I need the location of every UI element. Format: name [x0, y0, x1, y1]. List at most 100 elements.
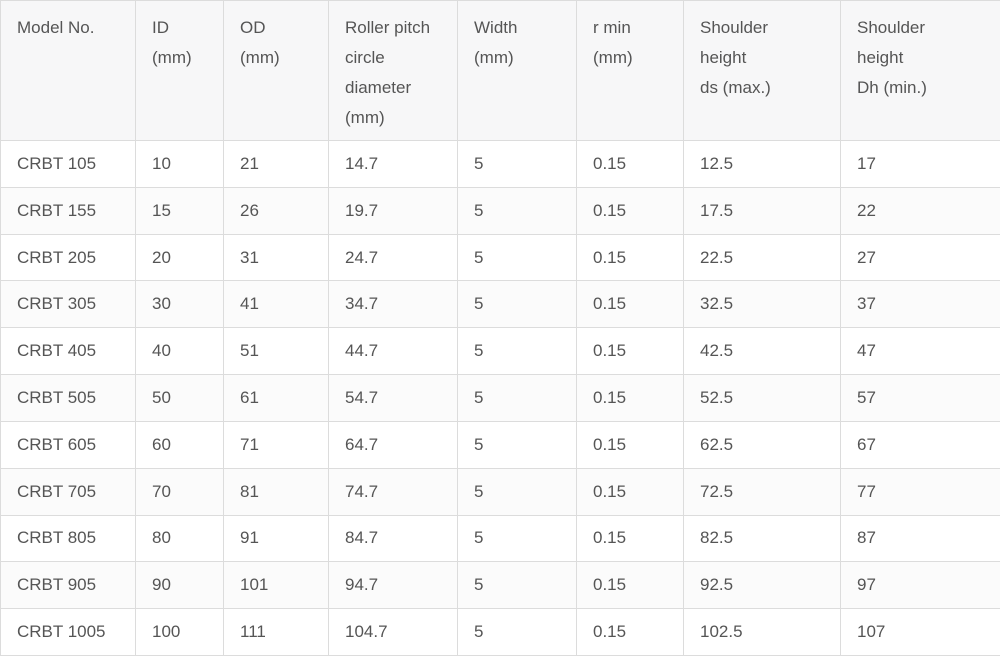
table-cell: 5: [457, 608, 577, 656]
table-cell: CRBT 705: [0, 467, 136, 516]
header-row: Model No. ID (mm) OD (mm) Roller pitch circ…: [0, 0, 1000, 141]
header-cell: Model No.: [0, 0, 136, 141]
table-cell: 0.15: [576, 327, 684, 376]
table-cell: 84.7: [328, 514, 458, 563]
header-cell: Roller pitch circle diameter (mm): [328, 0, 458, 141]
table-cell: 5: [457, 561, 577, 610]
header-cell: Shoulder height ds (max.): [683, 0, 841, 141]
table-cell: 72.5: [683, 467, 841, 516]
table-row: CRBT 705 70 81 74.7 5 0.15 72.5 77: [0, 467, 1000, 516]
table-cell: 101: [223, 561, 329, 610]
table-cell: 30: [135, 280, 224, 329]
table-cell: 22: [840, 186, 1000, 235]
table-cell: 5: [457, 374, 577, 422]
table-cell: 20: [135, 233, 224, 282]
table-cell: 22.5: [683, 233, 841, 282]
table-cell: 97: [840, 561, 1000, 610]
table-cell: 0.15: [576, 280, 684, 329]
table-cell: CRBT 805: [0, 514, 136, 563]
table-cell: 82.5: [683, 514, 841, 563]
table-cell: 71: [223, 420, 329, 469]
table-cell: 52.5: [683, 374, 841, 422]
table-cell: 81: [223, 467, 329, 516]
table-cell: 5: [457, 467, 577, 516]
table-cell: 0.15: [576, 233, 684, 282]
table-cell: 57: [840, 374, 1000, 422]
table-cell: 0.15: [576, 514, 684, 563]
table-cell: 90: [135, 561, 224, 610]
table-cell: 104.7: [328, 608, 458, 656]
table-cell: 26: [223, 186, 329, 235]
table-cell: 0.15: [576, 561, 684, 610]
table-row: CRBT 155 15 26 19.7 5 0.15 17.5 22: [0, 186, 1000, 235]
table-cell: 34.7: [328, 280, 458, 329]
table-cell: 41: [223, 280, 329, 329]
table-cell: 5: [457, 514, 577, 563]
table-cell: CRBT 205: [0, 233, 136, 282]
table-cell: 107: [840, 608, 1000, 656]
table-cell: 92.5: [683, 561, 841, 610]
table-cell: 42.5: [683, 327, 841, 376]
table-cell: 5: [457, 140, 577, 188]
table-cell: 31: [223, 233, 329, 282]
table-cell: 44.7: [328, 327, 458, 376]
table-cell: 0.15: [576, 374, 684, 422]
table-cell: 24.7: [328, 233, 458, 282]
table-cell: 0.15: [576, 186, 684, 235]
table-cell: 0.15: [576, 467, 684, 516]
table-cell: CRBT 605: [0, 420, 136, 469]
table-cell: 77: [840, 467, 1000, 516]
table-cell: 102.5: [683, 608, 841, 656]
table-cell: 5: [457, 327, 577, 376]
table-cell: 32.5: [683, 280, 841, 329]
table-cell: 5: [457, 420, 577, 469]
table-cell: 91: [223, 514, 329, 563]
table-cell: 62.5: [683, 420, 841, 469]
table-cell: 0.15: [576, 608, 684, 656]
table-cell: 21: [223, 140, 329, 188]
table-cell: CRBT 155: [0, 186, 136, 235]
table-row: CRBT 805 80 91 84.7 5 0.15 82.5 87: [0, 514, 1000, 563]
table-row: CRBT 605 60 71 64.7 5 0.15 62.5 67: [0, 420, 1000, 469]
table-cell: 40: [135, 327, 224, 376]
table-cell: CRBT 405: [0, 327, 136, 376]
header-cell: ID (mm): [135, 0, 224, 141]
table-cell: 74.7: [328, 467, 458, 516]
table-cell: 10: [135, 140, 224, 188]
table-cell: CRBT 105: [0, 140, 136, 188]
table-row: CRBT 305 30 41 34.7 5 0.15 32.5 37: [0, 280, 1000, 329]
table-cell: 67: [840, 420, 1000, 469]
table-cell: 17.5: [683, 186, 841, 235]
table-cell: 51: [223, 327, 329, 376]
table-cell: 5: [457, 186, 577, 235]
table-cell: CRBT 1005: [0, 608, 136, 656]
table-cell: 111: [223, 608, 329, 656]
table-cell: CRBT 305: [0, 280, 136, 329]
header-cell: Shoulder height Dh (min.): [840, 0, 1000, 141]
table-cell: 61: [223, 374, 329, 422]
table-row: CRBT 205 20 31 24.7 5 0.15 22.5 27: [0, 233, 1000, 282]
table-body: CRBT 105 10 21 14.7 5 0.15 12.5 17 CRBT 155 15 26 1…: [0, 140, 1000, 656]
header-cell: r min (mm): [576, 0, 684, 141]
table-cell: 94.7: [328, 561, 458, 610]
table-cell: 12.5: [683, 140, 841, 188]
header-cell: Width (mm): [457, 0, 577, 141]
table-cell: 15: [135, 186, 224, 235]
table-cell: CRBT 505: [0, 374, 136, 422]
table-row: CRBT 105 10 21 14.7 5 0.15 12.5 17: [0, 140, 1000, 188]
table-cell: 100: [135, 608, 224, 656]
table-cell: 14.7: [328, 140, 458, 188]
table-cell: 54.7: [328, 374, 458, 422]
table-cell: 5: [457, 280, 577, 329]
table-cell: 5: [457, 233, 577, 282]
table-cell: 37: [840, 280, 1000, 329]
table-cell: 0.15: [576, 420, 684, 469]
table-cell: 64.7: [328, 420, 458, 469]
table-cell: 47: [840, 327, 1000, 376]
table-header: Model No. ID (mm) OD (mm) Roller pitch circ…: [0, 0, 1000, 141]
table-cell: CRBT 905: [0, 561, 136, 610]
table-row: CRBT 1005 100 111 104.7 5 0.15 102.5 107: [0, 608, 1000, 656]
table-cell: 50: [135, 374, 224, 422]
